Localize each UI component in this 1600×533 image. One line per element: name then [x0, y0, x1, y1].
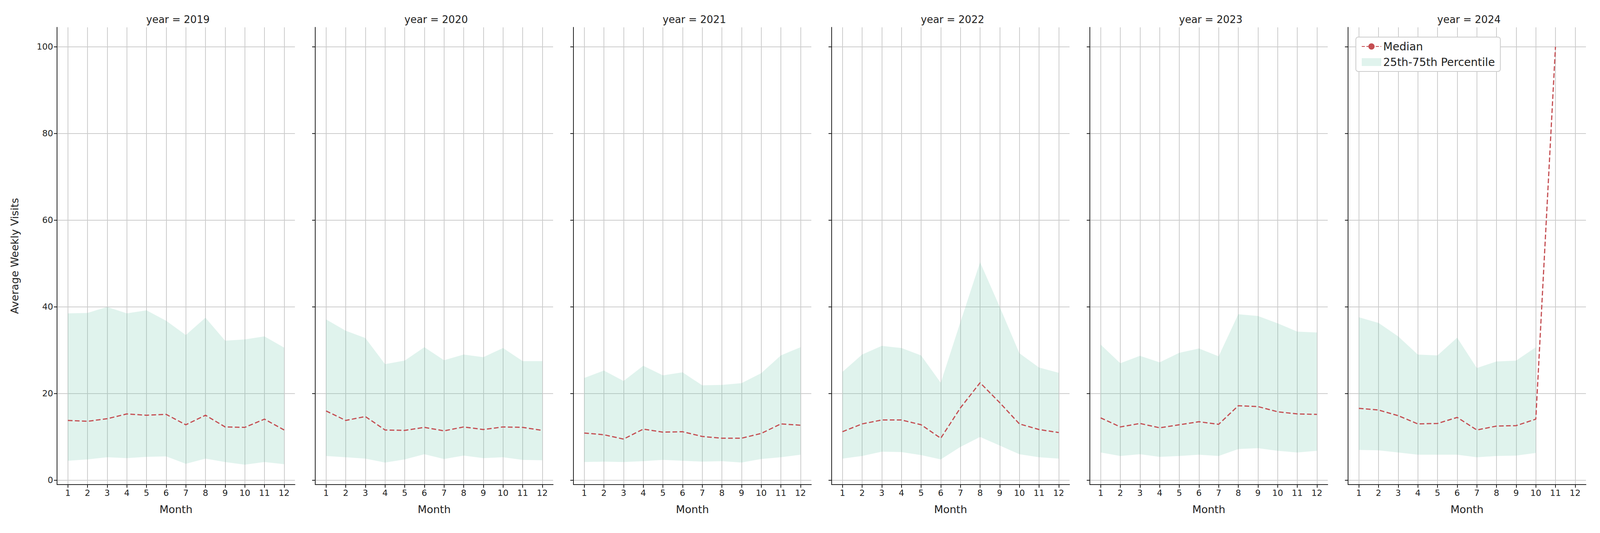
svg-text:20: 20 [42, 388, 54, 399]
svg-text:8: 8 [1235, 488, 1242, 499]
svg-text:9: 9 [1255, 488, 1261, 499]
svg-text:Month: Month [159, 503, 193, 516]
svg-text:4: 4 [382, 488, 388, 499]
svg-text:2: 2 [859, 488, 865, 499]
svg-text:6: 6 [421, 488, 427, 499]
svg-text:2: 2 [1375, 488, 1382, 499]
svg-text:Month: Month [675, 503, 709, 516]
svg-text:6: 6 [1454, 488, 1460, 499]
svg-text:Median: Median [1383, 40, 1424, 54]
svg-text:8: 8 [977, 488, 983, 499]
svg-text:5: 5 [1176, 488, 1183, 499]
svg-text:2: 2 [601, 488, 607, 499]
svg-text:7: 7 [183, 488, 189, 499]
svg-text:4: 4 [640, 488, 647, 499]
svg-text:8: 8 [202, 488, 209, 499]
svg-text:10: 10 [239, 488, 251, 499]
svg-text:11: 11 [1291, 488, 1303, 499]
svg-text:4: 4 [1157, 488, 1163, 499]
svg-text:0: 0 [47, 475, 54, 486]
svg-text:year = 2023: year = 2023 [1178, 13, 1243, 26]
svg-text:10: 10 [1530, 488, 1542, 499]
svg-text:5: 5 [918, 488, 924, 499]
svg-text:Month: Month [1450, 503, 1484, 516]
svg-text:12: 12 [1569, 488, 1581, 499]
svg-text:8: 8 [719, 488, 725, 499]
svg-text:7: 7 [957, 488, 964, 499]
svg-text:Month: Month [1192, 503, 1226, 516]
svg-text:Month: Month [417, 503, 451, 516]
svg-text:9: 9 [222, 488, 228, 499]
svg-text:60: 60 [42, 215, 54, 225]
svg-text:year = 2021: year = 2021 [662, 13, 727, 26]
svg-text:6: 6 [679, 488, 686, 499]
svg-text:10: 10 [755, 488, 767, 499]
svg-text:11: 11 [517, 488, 529, 499]
svg-text:5: 5 [660, 488, 666, 499]
svg-text:1: 1 [1356, 488, 1362, 499]
svg-text:1: 1 [1098, 488, 1104, 499]
svg-text:25th-75th Percentile: 25th-75th Percentile [1383, 55, 1495, 69]
svg-text:6: 6 [1196, 488, 1202, 499]
svg-text:12: 12 [794, 488, 806, 499]
svg-text:9: 9 [1513, 488, 1519, 499]
svg-text:10: 10 [497, 488, 509, 499]
svg-text:7: 7 [1216, 488, 1222, 499]
svg-text:12: 12 [1053, 488, 1065, 499]
svg-text:3: 3 [104, 488, 110, 499]
svg-text:40: 40 [42, 301, 54, 312]
svg-text:4: 4 [898, 488, 905, 499]
svg-text:Average Weekly Visits: Average Weekly Visits [8, 198, 21, 315]
svg-text:3: 3 [1137, 488, 1143, 499]
svg-text:8: 8 [460, 488, 467, 499]
svg-text:3: 3 [362, 488, 368, 499]
svg-text:100: 100 [36, 41, 54, 52]
svg-text:12: 12 [536, 488, 548, 499]
svg-text:3: 3 [1395, 488, 1401, 499]
svg-text:80: 80 [42, 128, 54, 139]
svg-text:3: 3 [878, 488, 885, 499]
svg-text:9: 9 [480, 488, 486, 499]
svg-text:6: 6 [163, 488, 169, 499]
svg-text:1: 1 [323, 488, 329, 499]
svg-text:2: 2 [84, 488, 91, 499]
svg-text:11: 11 [775, 488, 787, 499]
svg-text:2: 2 [342, 488, 349, 499]
svg-text:5: 5 [143, 488, 150, 499]
svg-text:10: 10 [1014, 488, 1025, 499]
svg-text:7: 7 [1474, 488, 1480, 499]
svg-text:year = 2020: year = 2020 [404, 13, 468, 26]
svg-text:year = 2019: year = 2019 [146, 13, 210, 26]
svg-text:6: 6 [937, 488, 944, 499]
svg-text:9: 9 [738, 488, 745, 499]
svg-text:12: 12 [1311, 488, 1323, 499]
svg-text:11: 11 [1550, 488, 1561, 499]
svg-text:4: 4 [1415, 488, 1421, 499]
svg-text:1: 1 [581, 488, 588, 499]
svg-text:1: 1 [65, 488, 71, 499]
svg-text:1: 1 [839, 488, 846, 499]
svg-text:year = 2022: year = 2022 [920, 13, 985, 26]
svg-text:11: 11 [258, 488, 270, 499]
svg-text:9: 9 [996, 488, 1003, 499]
svg-text:year = 2024: year = 2024 [1437, 13, 1501, 26]
svg-text:10: 10 [1272, 488, 1284, 499]
svg-text:7: 7 [441, 488, 447, 499]
svg-text:2: 2 [1117, 488, 1124, 499]
svg-text:Month: Month [933, 503, 968, 516]
svg-text:11: 11 [1033, 488, 1045, 499]
svg-text:12: 12 [278, 488, 290, 499]
svg-text:3: 3 [620, 488, 627, 499]
svg-text:5: 5 [401, 488, 408, 499]
svg-text:8: 8 [1493, 488, 1500, 499]
svg-text:5: 5 [1434, 488, 1441, 499]
svg-text:7: 7 [699, 488, 706, 499]
svg-text:4: 4 [124, 488, 130, 499]
